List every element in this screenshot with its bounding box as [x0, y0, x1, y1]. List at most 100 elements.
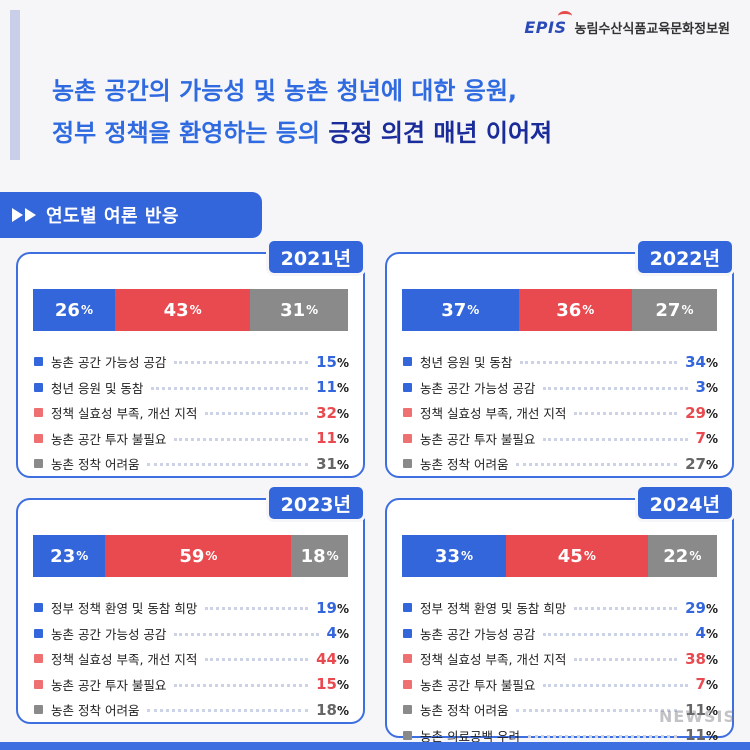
- breakdown-item-label: 농촌 정착 어려움: [420, 457, 509, 473]
- dotted-leader: [543, 632, 688, 636]
- breakdown-item: 청년 응원 및 동참 34%: [403, 349, 718, 375]
- breakdown-item: 정부 정책 환영 및 동참 희망 19%: [34, 595, 349, 621]
- stacked-bar: 37% 36% 27%: [402, 289, 717, 331]
- dotted-leader: [151, 386, 309, 390]
- breakdown-item-value: 11%: [685, 700, 718, 719]
- stacked-bar: 26% 43% 31%: [33, 289, 348, 331]
- bar-segment-value: 23: [50, 545, 76, 567]
- breakdown-item: 농촌 공간 가능성 공감 4%: [34, 621, 349, 647]
- square-bullet-icon: [403, 705, 412, 715]
- square-bullet-icon: [403, 433, 412, 443]
- year-card-2021: 2021년 26% 43% 31% 농촌 공간 가능성 공감 15% 청년 응원 및 동참 1…: [16, 238, 366, 478]
- dotted-leader: [147, 709, 309, 713]
- breakdown-item-value: 7%: [695, 675, 718, 694]
- year-card-2022: 2022년 37% 36% 27% 청년 응원 및 동참 34% 농촌 공간 가능성 공감 3…: [385, 238, 735, 478]
- dotted-leader: [174, 361, 309, 365]
- breakdown-item-value: 29%: [685, 598, 718, 617]
- breakdown-list: 청년 응원 및 동참 34% 농촌 공간 가능성 공감 3% 정책 실효성 부족, 개선…: [403, 349, 718, 477]
- breakdown-item-value: 15%: [316, 675, 349, 694]
- org-name: 농림수산식품교육문화정보원: [574, 21, 730, 37]
- breakdown-item-value: 18%: [316, 700, 349, 719]
- bar-segment-value: 45: [557, 545, 583, 567]
- dotted-leader: [174, 632, 319, 636]
- breakdown-item-value: 11%: [316, 429, 349, 448]
- breakdown-item-value: 11%: [316, 378, 349, 397]
- breakdown-item-label: 농촌 공간 가능성 공감: [420, 380, 536, 396]
- dotted-leader: [205, 658, 309, 662]
- bar-segment-red: 45%: [505, 535, 648, 577]
- square-bullet-icon: [34, 433, 43, 443]
- bar-segment-value: 33: [434, 545, 460, 567]
- bar-segment-value: 43: [163, 299, 189, 321]
- breakdown-item: 정책 실효성 부족, 개선 지적 29%: [403, 400, 718, 426]
- breakdown-item: 농촌 정착 어려움 27%: [403, 451, 718, 477]
- square-bullet-icon: [403, 357, 412, 367]
- breakdown-item-label: 농촌 공간 가능성 공감: [51, 355, 167, 371]
- breakdown-item-label: 농촌 공간 투자 불필요: [51, 677, 167, 693]
- square-bullet-icon: [403, 382, 412, 392]
- dotted-leader: [543, 386, 688, 390]
- breakdown-list: 정부 정책 환영 및 동참 희망 19% 농촌 공간 가능성 공감 4% 정책 실효성 …: [34, 595, 349, 723]
- bar-segment-value: 18: [300, 545, 326, 567]
- year-card-2024: 2024년 33% 45% 22% 정부 정책 환영 및 동참 희망 29% 농촌 공간 가…: [385, 484, 735, 744]
- headline: 농촌 공간의 가능성 및 농촌 청년에 대한 응원, 정부 정책을 환영하는 등…: [52, 70, 742, 154]
- breakdown-item: 정책 실효성 부족, 개선 지적 38%: [403, 646, 718, 672]
- bar-segment-value: 36: [556, 299, 582, 321]
- epis-logo: EPIS: [524, 10, 572, 37]
- year-label: 2023년: [265, 484, 366, 522]
- bar-segment-blue: 33%: [402, 535, 506, 577]
- breakdown-item: 농촌 공간 투자 불필요 7%: [403, 672, 718, 698]
- breakdown-item-label: 농촌 공간 가능성 공감: [51, 626, 167, 642]
- breakdown-item-value: 7%: [695, 429, 718, 448]
- bar-segment-value: 31: [280, 299, 306, 321]
- square-bullet-icon: [34, 382, 43, 392]
- dotted-leader: [147, 463, 309, 467]
- breakdown-item-label: 정책 실효성 부족, 개선 지적: [51, 652, 198, 668]
- bar-segment-value: 26: [54, 299, 80, 321]
- bar-segment-blue: 23%: [33, 535, 106, 577]
- bar-segment-gray: 31%: [250, 289, 348, 331]
- breakdown-item-label: 농촌 정착 어려움: [420, 703, 509, 719]
- square-bullet-icon: [34, 679, 43, 689]
- bottom-accent-band: [0, 742, 750, 750]
- square-bullet-icon: [34, 459, 43, 469]
- dotted-leader: [527, 734, 678, 738]
- year-label: 2024년: [634, 484, 735, 522]
- breakdown-item: 농촌 공간 투자 불필요 7%: [403, 426, 718, 452]
- breakdown-item: 농촌 공간 가능성 공감 15%: [34, 349, 349, 375]
- breakdown-item: 정책 실효성 부족, 개선 지적 44%: [34, 646, 349, 672]
- breakdown-item-label: 농촌 공간 가능성 공감: [420, 626, 536, 642]
- headline-line-2-prefix: 정부 정책을 환영하는 등의: [52, 119, 329, 147]
- bar-segment-gray: 27%: [631, 289, 717, 331]
- year-card-2023: 2023년 23% 59% 18% 정부 정책 환영 및 동참 희망 19% 농촌 공간 가…: [16, 484, 366, 724]
- square-bullet-icon: [34, 408, 43, 418]
- breakdown-item-value: 44%: [316, 649, 349, 668]
- breakdown-item-value: 34%: [685, 352, 718, 371]
- breakdown-item-label: 농촌 공간 투자 불필요: [420, 677, 536, 693]
- bar-segment-value: 27: [655, 299, 681, 321]
- bar-segment-value: 59: [179, 545, 205, 567]
- breakdown-list: 정부 정책 환영 및 동참 희망 29% 농촌 공간 가능성 공감 4% 정책 실효성 …: [403, 595, 718, 748]
- breakdown-item: 농촌 정착 어려움 11%: [403, 697, 718, 723]
- dotted-leader: [574, 607, 678, 611]
- headline-line-2: 정부 정책을 환영하는 등의 긍정 의견 매년 이어져: [52, 112, 742, 154]
- bar-segment-value: 22: [663, 545, 689, 567]
- square-bullet-icon: [34, 357, 43, 367]
- breakdown-item-value: 3%: [695, 378, 718, 397]
- dotted-leader: [516, 709, 678, 713]
- square-bullet-icon: [403, 459, 412, 469]
- bar-segment-gray: 22%: [647, 535, 717, 577]
- org-logo: EPIS 농림수산식품교육문화정보원: [524, 10, 730, 40]
- breakdown-item-label: 농촌 공간 투자 불필요: [420, 431, 536, 447]
- breakdown-item-label: 청년 응원 및 동참: [51, 380, 144, 396]
- breakdown-item-value: 4%: [326, 624, 349, 643]
- breakdown-item-value: 4%: [695, 624, 718, 643]
- headline-line-2-highlight: 긍정 의견 매년 이어져: [328, 119, 553, 147]
- breakdown-item-label: 농촌 정착 어려움: [51, 457, 140, 473]
- square-bullet-icon: [403, 603, 412, 613]
- breakdown-item-label: 정부 정책 환영 및 동참 희망: [51, 601, 198, 617]
- breakdown-item-value: 11%: [685, 726, 718, 745]
- bar-segment-blue: 26%: [33, 289, 115, 331]
- left-accent-stripe: [10, 10, 20, 160]
- breakdown-item-value: 19%: [316, 598, 349, 617]
